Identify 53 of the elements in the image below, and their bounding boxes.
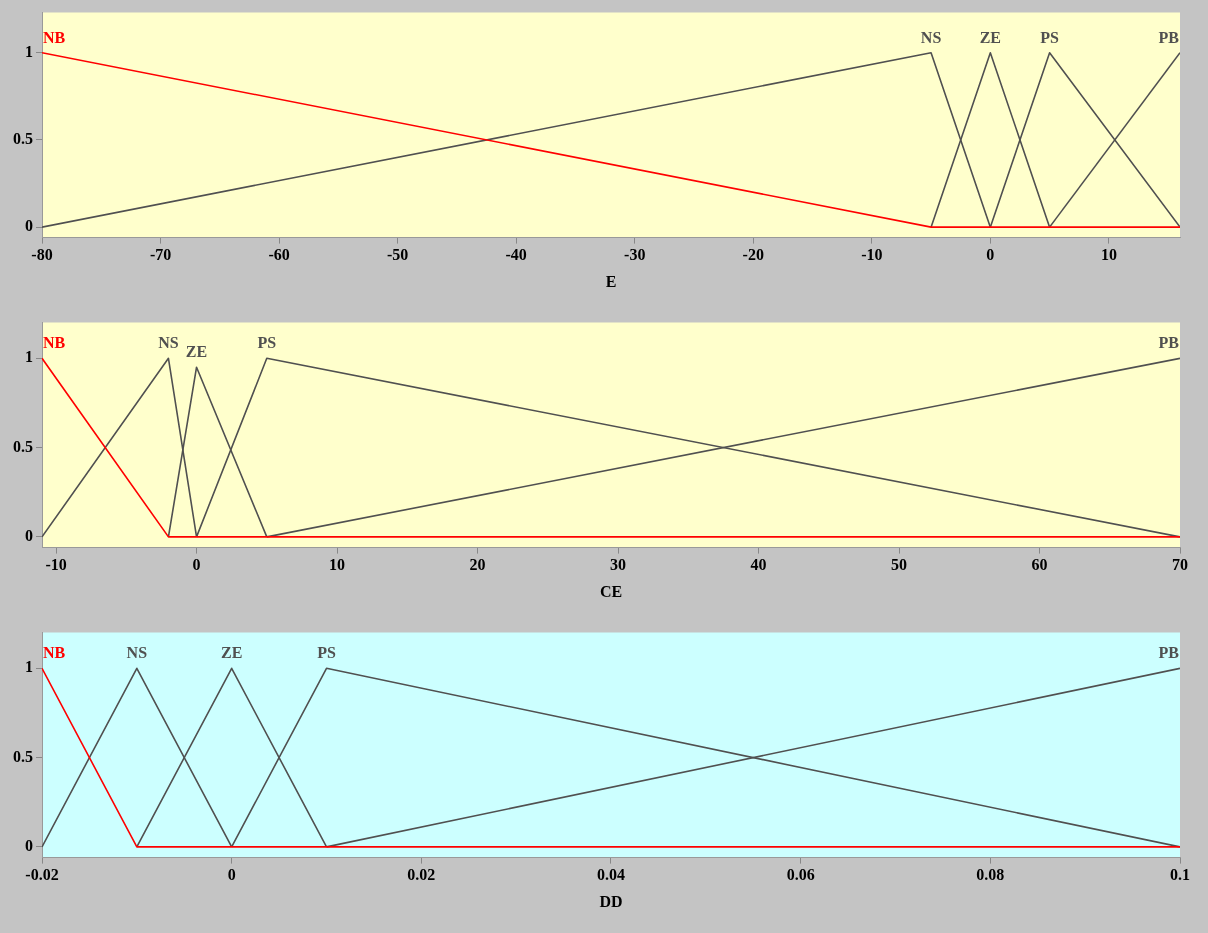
series-label: PB (1158, 334, 1180, 352)
series-label: NS (126, 644, 148, 662)
x-tick-label: 0.04 (597, 866, 625, 884)
x-axis-title: E (605, 272, 617, 290)
x-tick-label: 30 (610, 556, 627, 574)
x-tick-label: -10 (45, 556, 67, 574)
y-tick-label: 0 (25, 527, 33, 545)
x-axis-title: DD (599, 892, 623, 910)
y-tick-label: 1 (25, 42, 33, 60)
y-tick-label: 0.5 (13, 747, 33, 765)
series-label: PS (317, 644, 336, 662)
series-label: NS (158, 334, 179, 352)
x-tick-label: 40 (750, 556, 767, 574)
x-tick-label: 0.1 (1170, 866, 1190, 884)
x-axis-title: CE (599, 582, 623, 600)
x-tick-label: -80 (31, 246, 53, 264)
x-tick-label: 0.06 (786, 866, 815, 884)
y-tick-label: 0.5 (13, 130, 33, 148)
series-label: PB (1158, 644, 1180, 662)
x-tick-label: 0.02 (407, 866, 436, 884)
series-label: ZE (185, 343, 208, 361)
x-tick-label: 10 (1100, 246, 1117, 264)
x-tick-label: -20 (742, 246, 764, 264)
series-label: PB (1158, 28, 1180, 46)
x-tick-label: -30 (624, 246, 646, 264)
x-tick-label: 60 (1031, 556, 1048, 574)
x-tick-label: 20 (469, 556, 486, 574)
x-tick-label: -60 (268, 246, 290, 264)
series-label: NS (920, 28, 942, 46)
y-tick-label: 0.5 (13, 437, 33, 455)
x-tick-label: 0 (986, 246, 995, 264)
x-tick-label: -0.02 (25, 866, 59, 884)
x-tick-label: -70 (149, 246, 172, 264)
x-tick-label: -10 (861, 246, 883, 264)
y-tick-label: 0 (25, 837, 33, 855)
y-tick-label: 1 (25, 348, 33, 366)
series-label: PS (1040, 28, 1060, 46)
series-label: PS (257, 334, 277, 352)
x-tick-label: 0 (227, 866, 236, 884)
x-tick-label: 50 (891, 556, 908, 574)
x-tick-label: 10 (329, 556, 346, 574)
x-tick-label: -40 (505, 246, 527, 264)
series-label: NB (43, 28, 66, 46)
series-label: ZE (220, 644, 243, 662)
series-label: ZE (979, 28, 1002, 46)
series-label: NB (43, 644, 66, 662)
x-tick-label: 70 (1172, 556, 1188, 574)
series-label: NB (43, 334, 66, 352)
y-tick-label: 0 (25, 217, 33, 235)
x-tick-label: 0.08 (976, 866, 1005, 884)
x-tick-label: -50 (386, 246, 409, 264)
x-tick-label: 0 (192, 556, 201, 574)
y-tick-label: 1 (25, 658, 33, 676)
